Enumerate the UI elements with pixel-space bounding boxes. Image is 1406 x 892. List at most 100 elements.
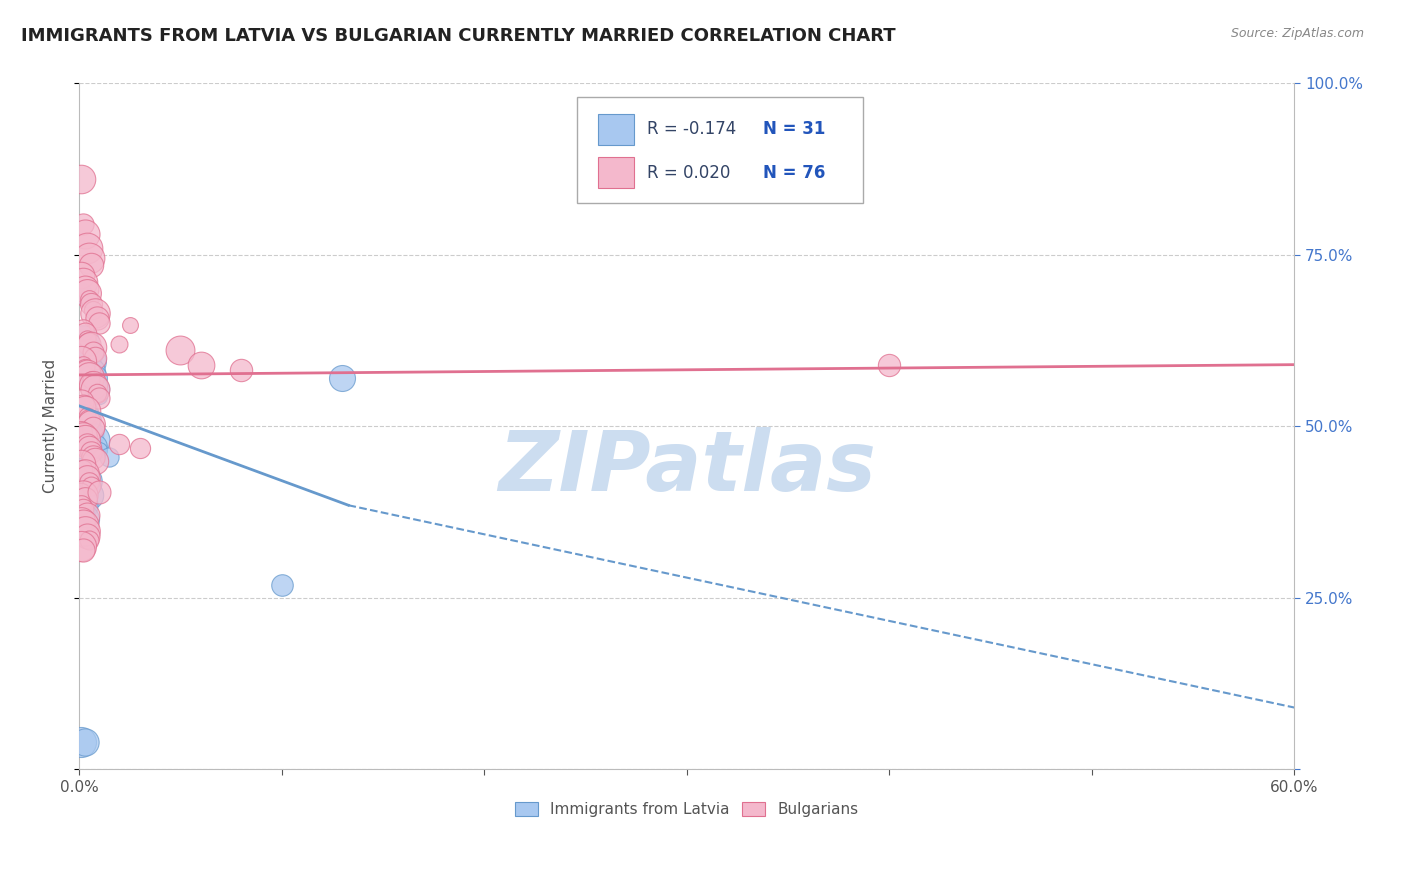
Point [76,529,98,543]
Point [76,409,98,423]
Point [70,268,93,283]
Point [77,442,100,456]
Point [76,471,98,485]
Text: ZIPatlas: ZIPatlas [498,427,876,508]
FancyBboxPatch shape [578,97,863,203]
Point [72,462,94,476]
Point [77,252,100,266]
Point [73,404,96,418]
Point [80,297,103,311]
Bar [598,114,634,145]
Point [77,423,100,437]
Point [72,358,94,372]
Point [80,373,103,387]
Point [82,421,104,435]
Point [169,343,191,357]
Point [89,443,111,458]
Point [73,735,96,749]
Point [84,382,107,396]
Point [84,306,107,320]
Point [70,457,93,471]
Point [72,467,94,482]
Point [80,479,103,493]
Point [76,285,98,300]
Point [98,450,121,465]
Point [76,366,98,380]
Text: Source: ZipAtlas.com: Source: ZipAtlas.com [1230,27,1364,40]
Y-axis label: Currently Married: Currently Married [44,359,58,493]
Point [84,453,107,467]
Point [72,217,94,231]
Point [89,317,111,331]
Point [80,427,103,442]
Point [70,425,93,439]
Point [80,417,103,431]
Point [86,311,108,326]
Point [70,285,93,300]
Text: N = 76: N = 76 [763,163,825,182]
Point [76,437,98,451]
Point [72,334,94,348]
Point [73,227,96,242]
Point [84,378,107,392]
Point [73,326,96,341]
Point [80,341,103,355]
Point [270,578,292,592]
Point [76,508,98,522]
Point [82,345,104,359]
Point [73,475,96,489]
Point [77,533,100,547]
Bar [598,157,634,188]
Legend: Immigrants from Latvia, Bulgarians: Immigrants from Latvia, Bulgarians [509,796,865,823]
Point [118,318,141,332]
Point [84,439,107,453]
Point [70,514,93,528]
Point [72,400,94,414]
Text: N = 31: N = 31 [763,120,825,138]
Point [229,363,252,377]
Point [86,386,108,401]
Point [72,429,94,443]
Point [128,442,150,456]
Point [73,412,96,426]
Point [82,378,104,392]
Point [89,388,111,402]
Point [70,498,93,512]
Text: R = -0.174: R = -0.174 [647,120,735,138]
Point [82,302,104,317]
Point [72,406,94,420]
Point [72,276,94,290]
Point [82,450,104,464]
Point [73,433,96,447]
Point [82,433,104,447]
Point [77,293,100,307]
Point [330,371,353,385]
Point [76,481,98,495]
Point [82,371,104,385]
Point [73,341,96,355]
Text: IMMIGRANTS FROM LATVIA VS BULGARIAN CURRENTLY MARRIED CORRELATION CHART: IMMIGRANTS FROM LATVIA VS BULGARIAN CURR… [21,27,896,45]
Point [86,382,108,396]
Point [73,491,96,506]
Point [72,542,94,557]
Point [76,347,98,361]
Point [73,361,96,376]
Point [77,412,100,426]
Point [108,337,131,351]
Point [73,524,96,538]
Point [70,395,93,409]
Point [72,323,94,337]
Point [77,337,100,351]
Point [73,512,96,526]
Point [108,436,131,450]
Point [70,735,93,749]
Point [77,488,100,502]
Point [80,258,103,272]
Point [72,518,94,533]
Point [76,419,98,434]
Point [70,484,93,499]
Point [76,332,98,346]
Point [72,488,94,502]
Point [72,502,94,516]
Point [72,505,94,519]
